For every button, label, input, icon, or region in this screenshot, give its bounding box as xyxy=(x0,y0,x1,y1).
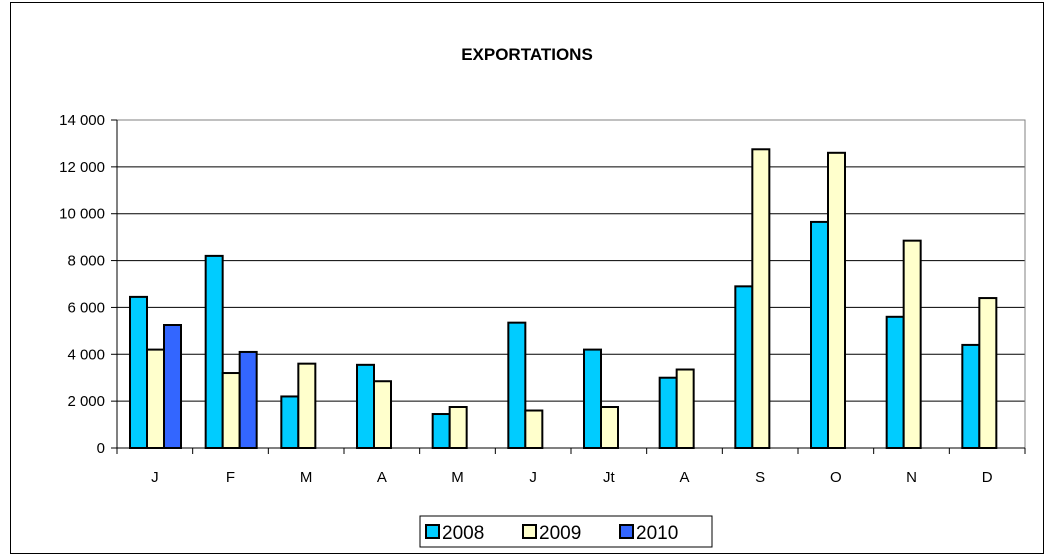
x-tick-label: D xyxy=(982,469,993,486)
bar-2009-5 xyxy=(524,409,544,449)
y-tick-label: 2 000 xyxy=(67,393,105,410)
y-axis: 0 2 000 4 000 6 000 8 000 10 000 12 000 14 000 xyxy=(59,112,118,457)
legend-swatch-2009 xyxy=(522,524,537,539)
bar-2008-2 xyxy=(280,395,300,450)
legend-label-2008: 2008 xyxy=(442,523,484,544)
x-tick-label: M xyxy=(300,469,313,486)
bar-2008-5 xyxy=(507,321,527,449)
legend-swatch-2010 xyxy=(619,524,634,539)
bar-2008-4 xyxy=(431,413,451,449)
x-axis: J F M A M J Jt A S O N D xyxy=(116,447,1026,486)
y-tick-label: 12 000 xyxy=(59,159,105,176)
bar-2008-3 xyxy=(356,363,375,450)
x-tick-label: M xyxy=(451,469,464,486)
bar-2009-11 xyxy=(978,297,998,449)
x-tick-label: O xyxy=(830,469,842,486)
bar-2008-6 xyxy=(583,348,602,450)
bar-2009-0 xyxy=(146,348,165,450)
bar-2009-4 xyxy=(448,406,468,449)
bar-2008-1 xyxy=(204,254,224,449)
x-tick-label: J xyxy=(529,469,537,486)
x-tick-label: J xyxy=(151,469,159,486)
bar-2008-7 xyxy=(658,376,678,450)
y-tick-label: 10 000 xyxy=(59,206,105,223)
y-tick-label: 4 000 xyxy=(67,346,105,363)
bar-2008-0 xyxy=(129,295,148,449)
bar-2008-8 xyxy=(734,285,754,450)
legend: 2008 2009 2010 xyxy=(419,515,713,548)
y-tick-label: 6 000 xyxy=(67,299,105,316)
y-tick-label: 8 000 xyxy=(67,253,105,270)
bar-2009-9 xyxy=(827,151,846,450)
x-tick-label: N xyxy=(906,469,917,486)
bars xyxy=(129,148,998,450)
bar-2009-8 xyxy=(751,148,771,450)
bar-2008-10 xyxy=(885,315,905,449)
bar-2010-1 xyxy=(238,350,258,450)
x-tick-label: S xyxy=(755,469,765,486)
bar-2010-0 xyxy=(163,324,182,449)
bar-2009-1 xyxy=(221,372,241,449)
chart-frame xyxy=(10,2,1044,554)
legend-box xyxy=(419,515,713,548)
bar-2008-11 xyxy=(961,343,981,449)
y-tick-label: 14 000 xyxy=(59,112,105,129)
x-tick-label: A xyxy=(377,469,387,486)
legend-label-2010: 2010 xyxy=(636,523,678,544)
bar-2009-3 xyxy=(373,380,392,450)
x-tick-label: F xyxy=(226,469,235,486)
bar-2009-7 xyxy=(675,368,695,449)
chart-title: EXPORTATIONS xyxy=(461,45,593,64)
bar-2009-6 xyxy=(600,406,619,449)
legend-label-2009: 2009 xyxy=(539,523,581,544)
y-tick-label: 0 xyxy=(97,440,105,457)
x-tick-label: Jt xyxy=(603,469,616,486)
legend-swatch-2008 xyxy=(425,524,440,539)
bar-2008-9 xyxy=(810,220,829,449)
bar-2009-10 xyxy=(902,239,922,449)
x-tick-label: A xyxy=(679,469,689,486)
bar-2009-2 xyxy=(297,362,317,449)
